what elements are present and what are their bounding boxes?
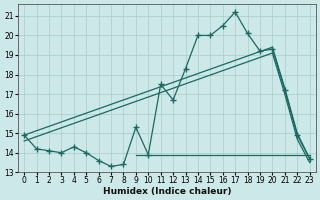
X-axis label: Humidex (Indice chaleur): Humidex (Indice chaleur) [103,187,231,196]
